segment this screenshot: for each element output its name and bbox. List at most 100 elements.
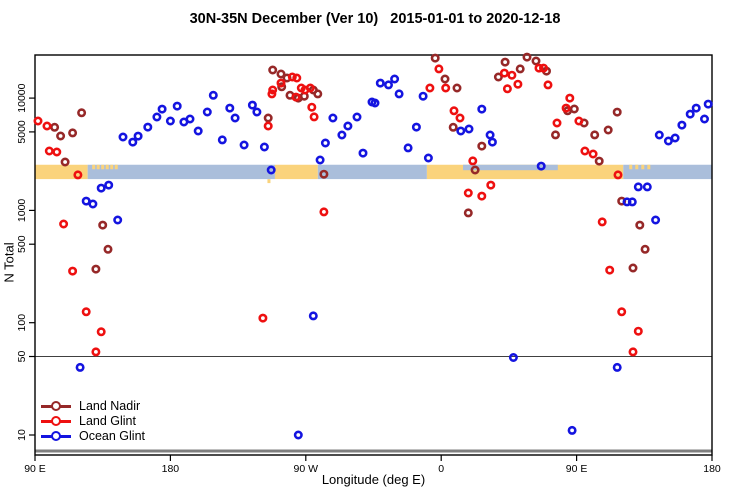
x-axis-title: Longitude (deg E) <box>321 472 426 487</box>
data-point-land_glint <box>319 207 329 217</box>
data-point-ocean_glint <box>487 137 497 147</box>
data-point-land_glint <box>291 92 301 102</box>
x-tick-label: 90 E <box>566 463 588 475</box>
legend-marker-land_nadir <box>41 401 71 411</box>
data-point-ocean_glint <box>651 215 661 225</box>
data-point-ocean_glint <box>663 136 673 146</box>
data-point-ocean_glint <box>96 183 106 193</box>
legend-label: Land Glint <box>79 414 136 428</box>
data-point-ocean_glint <box>383 80 393 90</box>
data-point-land_glint <box>44 146 54 156</box>
data-point-land_nadir <box>103 244 113 254</box>
y-axis-title: N Total <box>1 242 17 283</box>
legend: Land Nadir Land Glint Ocean Glint <box>41 399 145 443</box>
data-point-ocean_glint <box>193 126 203 136</box>
data-point-ocean_glint <box>685 109 695 119</box>
data-point-ocean_glint <box>464 124 474 134</box>
data-point-ocean_glint <box>118 132 128 142</box>
legend-marker-land_glint <box>41 416 71 426</box>
data-point-ocean_glint <box>266 165 276 175</box>
strip-island-speck <box>635 164 639 170</box>
data-point-land_nadir <box>98 220 108 230</box>
data-point-land_glint <box>52 147 62 157</box>
data-point-land_glint <box>258 313 268 323</box>
data-point-ocean_glint <box>75 362 85 372</box>
data-point-ocean_glint <box>208 90 218 100</box>
data-point-ocean_glint <box>104 180 114 190</box>
x-tick-label: 180 <box>162 463 180 475</box>
data-point-land_nadir <box>50 122 60 132</box>
legend-marker-ocean_glint <box>41 431 71 441</box>
data-point-land_glint <box>499 68 509 78</box>
data-point-land_glint <box>561 103 571 113</box>
strip-island-speck <box>105 164 109 170</box>
legend-item-land_nadir: Land Nadir <box>41 399 145 413</box>
strip-island-speck <box>101 164 105 170</box>
data-point-land_nadir <box>500 57 510 67</box>
data-point-land_nadir <box>569 104 579 114</box>
data-point-land_glint <box>502 84 512 94</box>
data-point-ocean_glint <box>143 122 153 132</box>
data-point-land_glint <box>33 116 43 126</box>
data-point-land_nadir <box>640 244 650 254</box>
data-point-land_nadir <box>268 65 278 75</box>
data-point-land_glint <box>73 170 83 180</box>
strip-island-speck <box>96 164 100 170</box>
data-point-ocean_glint <box>508 352 518 362</box>
data-point-land_glint <box>263 121 273 131</box>
strip-island-speck <box>629 164 633 170</box>
data-point-land_nadir <box>463 208 473 218</box>
data-point-land_nadir <box>590 130 600 140</box>
data-point-land_nadir <box>594 156 604 166</box>
data-point-land_glint <box>434 64 444 74</box>
strip-island-speck <box>110 164 114 170</box>
strip-segment-land <box>274 164 318 180</box>
data-point-ocean_glint <box>411 122 421 132</box>
data-point-ocean_glint <box>113 215 123 225</box>
data-point-ocean_glint <box>394 89 404 99</box>
y-tick-label: 10 <box>16 429 28 441</box>
data-point-ocean_glint <box>456 126 466 136</box>
data-point-land_glint <box>268 85 278 95</box>
data-point-land_glint <box>605 265 615 275</box>
data-point-land_nadir <box>603 125 613 135</box>
data-point-land_glint <box>617 307 627 317</box>
y-tick-label: 500 <box>16 235 28 253</box>
data-point-land_glint <box>613 170 623 180</box>
legend-label: Land Nadir <box>79 399 141 413</box>
data-point-land_glint <box>81 307 91 317</box>
y-tick-label: 50 <box>16 351 28 363</box>
data-point-ocean_glint <box>703 99 713 109</box>
data-point-ocean_glint <box>633 182 643 192</box>
data-point-ocean_glint <box>627 197 637 207</box>
data-point-land_glint <box>305 83 315 93</box>
strip-segment-ocean <box>317 164 427 180</box>
x-tick-label: 90 E <box>24 463 46 475</box>
data-point-land_glint <box>574 116 584 126</box>
data-point-land_glint <box>425 83 435 93</box>
data-point-land_glint <box>597 217 607 227</box>
data-point-ocean_glint <box>654 130 664 140</box>
data-point-ocean_glint <box>403 143 413 153</box>
y-tick-label: 100 <box>16 314 28 332</box>
data-point-land_glint <box>633 326 643 336</box>
data-point-ocean_glint <box>699 114 709 124</box>
y-tick-label: 1000 <box>16 199 28 223</box>
data-point-land_nadir <box>522 52 532 62</box>
data-point-ocean_glint <box>315 155 325 165</box>
data-point-land_nadir <box>550 130 560 140</box>
strip-land-notch <box>267 179 271 184</box>
data-point-land_glint <box>486 180 496 190</box>
data-point-land_nadir <box>452 83 462 93</box>
data-point-ocean_glint <box>423 153 433 163</box>
data-point-land_nadir <box>313 89 323 99</box>
data-point-land_glint <box>59 219 69 229</box>
data-point-land_glint <box>468 156 478 166</box>
data-point-ocean_glint <box>185 114 195 124</box>
data-point-land_nadir <box>77 108 87 118</box>
strip-island-speck <box>92 164 96 170</box>
data-point-ocean_glint <box>567 425 577 435</box>
data-point-ocean_glint <box>418 91 428 101</box>
data-point-ocean_glint <box>157 104 167 114</box>
data-point-ocean_glint <box>358 148 368 158</box>
